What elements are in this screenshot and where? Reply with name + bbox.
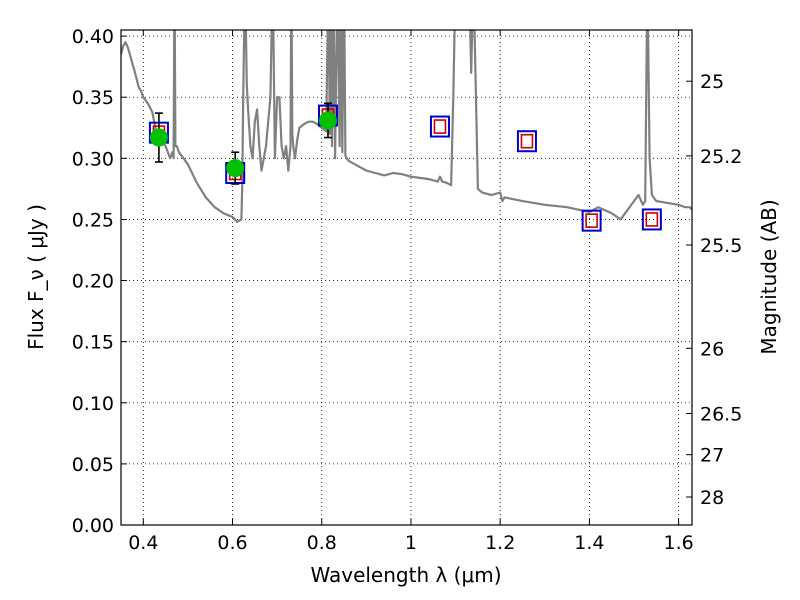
y-tick-label: 0.15 bbox=[72, 332, 114, 354]
x-tick-label: 1.6 bbox=[664, 532, 694, 554]
x-axis-label: Wavelength λ (μm) bbox=[310, 563, 501, 587]
model-flux-marker bbox=[585, 213, 598, 228]
x-tick-label: 0.4 bbox=[128, 532, 158, 554]
model-flux-marker bbox=[433, 119, 447, 134]
gridlines bbox=[121, 30, 692, 526]
magnitude-tick-label: 26 bbox=[700, 338, 724, 360]
magnitude-tick-label: 25.5 bbox=[700, 235, 742, 257]
magnitude-tick-label: 25.2 bbox=[700, 146, 742, 168]
model-spectrum-line bbox=[121, 30, 692, 223]
x-axis: 0.4 0.6 0.8 1 1.2 1.4 1.6 bbox=[128, 30, 694, 554]
x-tick-label: 0.6 bbox=[217, 532, 247, 554]
y-tick-label: 0.00 bbox=[72, 515, 114, 537]
x-tick-label: 1.4 bbox=[574, 532, 604, 554]
y-tick-label: 0.35 bbox=[72, 87, 114, 109]
observed-flux-point bbox=[318, 111, 337, 130]
x-tick-label: 1.2 bbox=[485, 532, 515, 554]
y-axis-label: Flux F_ν ( μJy ) bbox=[24, 204, 48, 350]
magnitude-axis-label: Magnitude (AB) bbox=[757, 199, 781, 354]
observed-flux-point bbox=[149, 128, 168, 147]
model-flux-marker bbox=[645, 212, 659, 227]
model-flux-box bbox=[641, 208, 662, 231]
y-tick-label: 0.25 bbox=[72, 209, 114, 231]
magnitude-tick-label: 28 bbox=[700, 487, 724, 509]
observed-flux-point bbox=[226, 159, 245, 178]
observed-photometry-layer bbox=[149, 102, 337, 185]
model-flux-box bbox=[581, 209, 602, 232]
y-tick-label: 0.05 bbox=[72, 454, 114, 476]
x-tick-label: 1 bbox=[405, 532, 417, 554]
magnitude-tick-label: 27 bbox=[700, 445, 724, 467]
x-tick-label: 0.8 bbox=[307, 532, 337, 554]
plot-frame bbox=[120, 29, 693, 526]
spectrum-layer bbox=[121, 30, 692, 223]
plot-background bbox=[121, 30, 692, 525]
y-tick-label: 0.10 bbox=[72, 393, 114, 415]
y-axis: 0.00 0.05 0.10 0.15 0.20 0.25 0.30 0.35 0.40 bbox=[72, 26, 127, 537]
model-flux-box bbox=[516, 130, 537, 153]
y-tick-label: 0.40 bbox=[72, 26, 114, 48]
magnitude-tick-label: 25 bbox=[700, 71, 724, 93]
model-flux-box bbox=[429, 115, 450, 138]
model-flux-marker bbox=[520, 133, 534, 149]
y-tick-label: 0.20 bbox=[72, 271, 114, 293]
y-tick-label: 0.30 bbox=[72, 148, 114, 170]
magnitude-tick-label: 26.5 bbox=[700, 404, 742, 426]
magnitude-axis: 25 25.2 25.5 26 26.5 27 28 bbox=[686, 71, 742, 509]
